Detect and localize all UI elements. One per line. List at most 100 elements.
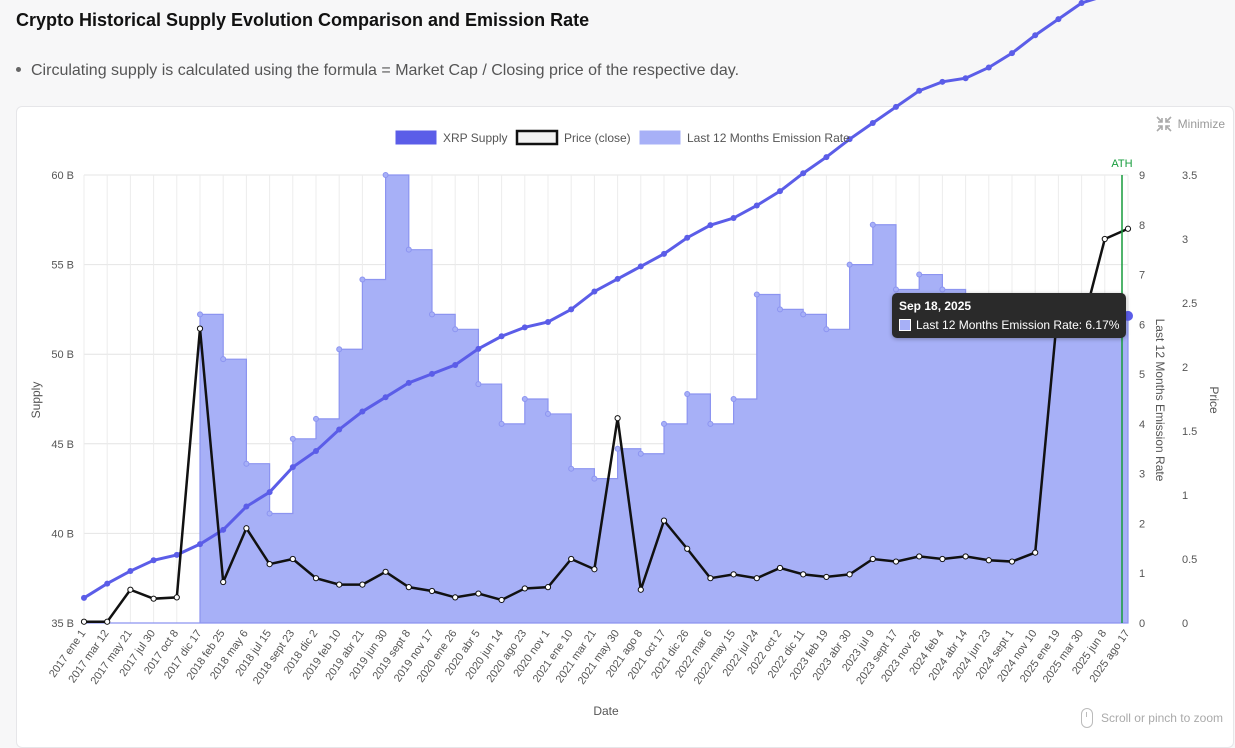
emission-point — [359, 276, 366, 283]
supply-point — [1078, 0, 1085, 6]
supply-tick-label: 50 B — [51, 349, 74, 361]
legend-swatch — [395, 130, 437, 145]
emission-area — [84, 174, 1129, 624]
supply-point — [429, 370, 435, 377]
emission-point — [475, 381, 482, 388]
supply-point — [243, 503, 250, 510]
price-point — [660, 517, 668, 524]
supply-point — [1032, 32, 1039, 39]
price-point — [1008, 558, 1016, 565]
page-title: Crypto Historical Supply Evolution Compa… — [16, 10, 590, 30]
emission-point — [313, 415, 319, 422]
emission-point — [405, 246, 412, 253]
price-point — [776, 564, 784, 572]
supply-point — [1009, 50, 1015, 57]
supply-point — [359, 408, 366, 415]
emission-point — [382, 172, 389, 178]
price-point — [104, 618, 111, 625]
minimize-icon — [1156, 116, 1172, 132]
emission-point — [568, 465, 575, 472]
price-point — [800, 571, 807, 578]
emission-point — [869, 221, 876, 228]
tooltip-swatch — [899, 319, 911, 331]
supply-point — [521, 324, 528, 331]
supply-tick-label: 60 B — [51, 170, 74, 182]
tooltip-date: Sep 18, 2025 — [899, 299, 972, 313]
supply-point — [568, 306, 575, 313]
emission-tick-label: 6 — [1139, 319, 1145, 331]
price-point — [220, 578, 227, 586]
price-point — [753, 575, 760, 582]
supply-point — [962, 75, 969, 82]
price-point — [544, 584, 552, 591]
supply-point — [846, 136, 853, 143]
supply-point — [800, 170, 807, 177]
price-point — [1101, 235, 1108, 243]
tooltip-row: Last 12 Months Emission Rate: 6.17% — [899, 318, 1119, 332]
supply-point — [591, 288, 598, 295]
emission-tick-label: 2 — [1139, 518, 1145, 530]
price-point — [684, 545, 691, 552]
emission-point — [220, 356, 227, 363]
price-point — [243, 525, 250, 532]
price-point — [336, 581, 343, 588]
price-point — [452, 594, 459, 601]
supply-point — [707, 222, 714, 229]
price-line — [84, 227, 1129, 623]
price-point — [637, 586, 644, 593]
price-point — [312, 575, 320, 582]
formula-note: Circulating supply is calculated using t… — [16, 62, 739, 80]
bullet-icon — [16, 66, 21, 72]
price-point — [869, 555, 876, 563]
emission-point — [916, 271, 923, 278]
legend-label: Price (close) — [564, 131, 631, 145]
price-point — [591, 566, 598, 573]
minimize-label: Minimize — [1177, 117, 1225, 131]
price-tick-label: 0.5 — [1182, 554, 1197, 566]
emission-point — [684, 391, 691, 398]
legend-label: Last 12 Months Emission Rate — [687, 131, 850, 145]
emission-tick-label: 0 — [1139, 618, 1145, 630]
price-point — [568, 555, 575, 563]
supply-point — [753, 202, 760, 209]
emission-tick-label: 1 — [1139, 568, 1145, 580]
emission-axis-title: Last 12 Months Emission Rate — [1153, 319, 1167, 482]
price-axis-title: Price — [1207, 386, 1221, 414]
mouse-icon — [1080, 708, 1093, 728]
price-point — [289, 555, 296, 563]
x-axis-title: Date — [593, 704, 619, 718]
price-point — [173, 594, 180, 601]
emission-point — [289, 435, 296, 442]
price-point — [150, 595, 157, 602]
legend-label: XRP Supply — [443, 131, 507, 145]
supply-point — [1055, 16, 1062, 23]
supply-point — [498, 333, 505, 340]
emission-point — [429, 311, 435, 318]
supply-line — [83, 0, 1097, 600]
supply-point — [985, 64, 992, 71]
emission-point — [614, 445, 621, 452]
price-point — [359, 581, 366, 588]
supply-point — [336, 426, 343, 433]
ath-label: ATH — [1111, 158, 1132, 170]
price-point — [498, 596, 505, 604]
supply-point — [661, 250, 667, 257]
legend-swatch — [515, 129, 559, 146]
minimize-button[interactable]: Minimize — [1156, 116, 1225, 132]
emission-tick-label: 8 — [1139, 220, 1145, 232]
emission-point — [591, 475, 598, 482]
supply-point — [684, 234, 691, 241]
price-point — [916, 553, 923, 560]
supply-point — [916, 87, 923, 94]
supply-point — [869, 120, 876, 127]
supply-point — [266, 489, 273, 496]
emission-point — [452, 326, 459, 333]
price-point — [985, 557, 992, 564]
price-point — [428, 587, 436, 595]
price-point — [892, 558, 900, 565]
price-point — [1032, 549, 1039, 556]
emission-point — [846, 261, 853, 268]
formula-note-text: Circulating supply is calculated using t… — [31, 62, 740, 79]
supply-tick-label: 35 B — [51, 618, 74, 630]
